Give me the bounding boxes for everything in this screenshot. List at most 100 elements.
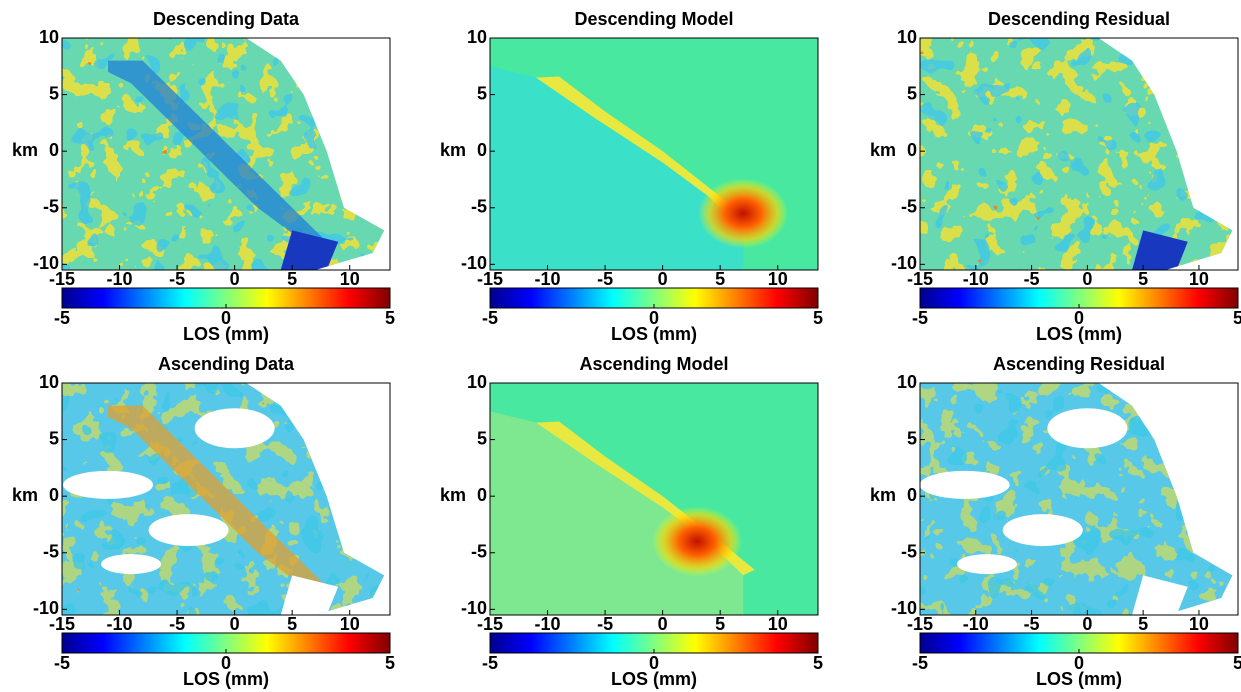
- fault-band: [108, 60, 327, 242]
- axes-frame: [489, 382, 819, 616]
- x-tick-label: 10: [1189, 269, 1209, 289]
- no-data: [194, 408, 275, 449]
- colorbar-tick-label: 5: [813, 308, 823, 328]
- no-data: [101, 554, 162, 575]
- x-tick-label: -15: [907, 614, 933, 634]
- panel-title: Descending Data: [153, 9, 300, 29]
- no-data: [280, 575, 339, 615]
- colorbar-tick-label: -5: [54, 308, 70, 328]
- y-axis-label: km: [870, 140, 896, 160]
- no-data: [1002, 514, 1083, 547]
- colorbar-tick-label: -5: [482, 308, 498, 328]
- y-axis-label: km: [870, 485, 896, 505]
- x-tick-label: 5: [715, 614, 725, 634]
- no-data: [1132, 575, 1188, 615]
- x-tick-label: 5: [1138, 269, 1148, 289]
- colorbar-tick-label: 0: [1074, 653, 1084, 673]
- y-tick-label: 5: [907, 428, 917, 448]
- y-axis-label: km: [440, 140, 466, 160]
- axes-frame: [61, 382, 391, 616]
- y-tick-label: 5: [49, 428, 59, 448]
- x-tick-label: 5: [1138, 614, 1148, 634]
- y-tick-label: 5: [477, 428, 487, 448]
- x-tick-label: -15: [49, 269, 75, 289]
- x-tick-label: -10: [107, 269, 133, 289]
- x-tick-label: -5: [597, 614, 613, 634]
- x-tick-label: -10: [107, 614, 133, 634]
- y-tick-label: -10: [891, 598, 917, 618]
- y-tick-label: 5: [49, 83, 59, 103]
- field: [490, 38, 818, 270]
- y-tick-label: 10: [39, 372, 59, 392]
- x-tick-label: -5: [597, 269, 613, 289]
- x-tick-label: 10: [768, 269, 788, 289]
- x-tick-label: -10: [535, 269, 561, 289]
- y-tick-label: -5: [901, 542, 917, 562]
- x-tick-label: 5: [287, 269, 297, 289]
- x-tick-label: -15: [477, 614, 503, 634]
- x-tick-label: 10: [340, 269, 360, 289]
- colorbar-label: LOS (mm): [183, 669, 269, 689]
- y-tick-label: -5: [471, 542, 487, 562]
- x-tick-label: 0: [1082, 614, 1092, 634]
- fault-tip: [652, 506, 743, 577]
- no-data: [920, 470, 1010, 499]
- x-tick-label: -5: [1024, 614, 1040, 634]
- fault-stripe: [536, 421, 755, 576]
- colorbar-tick-label: -5: [912, 653, 928, 673]
- y-tick-label: 10: [897, 27, 917, 47]
- y-tick-label: 0: [907, 140, 917, 160]
- x-tick-label: -10: [963, 614, 989, 634]
- no-data: [280, 230, 339, 270]
- x-tick-label: -15: [477, 269, 503, 289]
- no-data: [956, 554, 1017, 575]
- colorbar-tick-label: -5: [482, 653, 498, 673]
- colorbar-label: LOS (mm): [611, 324, 697, 344]
- x-tick-label: 0: [230, 269, 240, 289]
- colorbar-label: LOS (mm): [1036, 669, 1122, 689]
- axes-frame: [489, 37, 819, 271]
- no-data: [63, 470, 154, 499]
- colorbar-tick-label: -5: [912, 308, 928, 328]
- colorbar-tick-label: 0: [221, 653, 231, 673]
- x-tick-label: 0: [1082, 269, 1092, 289]
- colorbar-label: LOS (mm): [1036, 324, 1122, 344]
- colorbar-tick-label: 5: [385, 308, 395, 328]
- no-data: [1132, 230, 1188, 270]
- field: [920, 383, 1233, 615]
- y-tick-label: 0: [477, 485, 487, 505]
- y-tick-label: -5: [43, 197, 59, 217]
- y-tick-label: -10: [461, 598, 487, 618]
- y-tick-label: -5: [43, 542, 59, 562]
- x-tick-label: 0: [658, 269, 668, 289]
- colorbar-tick-label: 0: [221, 308, 231, 328]
- colorbar-tick-label: 0: [649, 653, 659, 673]
- y-axis-label: km: [440, 485, 466, 505]
- fault-stripe: [536, 76, 755, 231]
- field: [490, 383, 818, 615]
- x-tick-label: 10: [1189, 614, 1209, 634]
- x-tick-label: -5: [169, 614, 185, 634]
- colorbar-tick-label: -5: [54, 653, 70, 673]
- x-tick-label: -15: [49, 614, 75, 634]
- no-data: [148, 514, 229, 547]
- axes-frame: [919, 382, 1239, 616]
- y-tick-label: 10: [39, 27, 59, 47]
- field: [62, 383, 385, 615]
- y-tick-label: 10: [897, 372, 917, 392]
- panel-title: Ascending Residual: [993, 354, 1165, 374]
- colorbar-label: LOS (mm): [611, 669, 697, 689]
- y-tick-label: -5: [901, 197, 917, 217]
- x-tick-label: -10: [535, 614, 561, 634]
- axes-frame: [61, 37, 391, 271]
- y-tick-label: 0: [907, 485, 917, 505]
- colorbar-tick-label: 0: [649, 308, 659, 328]
- y-tick-label: -5: [471, 197, 487, 217]
- x-tick-label: 0: [230, 614, 240, 634]
- field: [62, 38, 385, 270]
- y-tick-label: -10: [461, 253, 487, 273]
- y-tick-label: 5: [907, 83, 917, 103]
- fault-tip: [698, 178, 789, 249]
- y-axis-label: km: [12, 485, 38, 505]
